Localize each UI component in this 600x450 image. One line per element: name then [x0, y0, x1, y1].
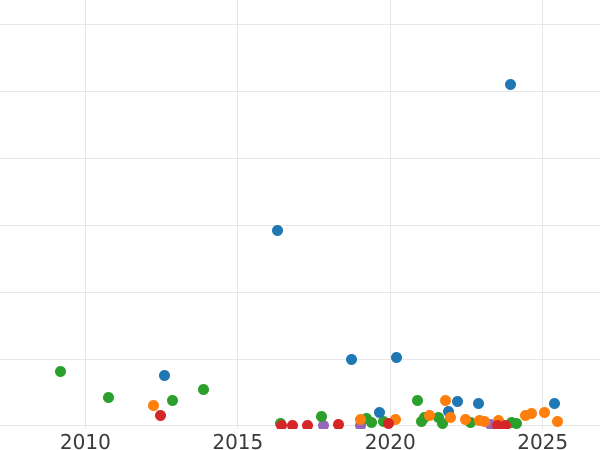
- data-point-orange: [526, 407, 538, 419]
- data-point-green: [167, 395, 179, 407]
- horizontal-gridline: [0, 91, 600, 93]
- horizontal-gridline: [0, 224, 600, 226]
- x-tick-label: 2015: [212, 430, 264, 450]
- data-point-green: [55, 365, 67, 377]
- data-point-green: [103, 391, 115, 403]
- data-point-blue: [159, 370, 171, 382]
- data-point-green: [464, 417, 476, 429]
- data-point-green: [366, 417, 378, 429]
- data-point-blue: [452, 395, 464, 407]
- data-point-blue: [504, 78, 516, 90]
- x-axis: 2010 2015 2020 2025: [0, 429, 600, 450]
- data-point-red: [275, 419, 287, 429]
- x-tick-label: 2025: [517, 430, 569, 450]
- vertical-gridline: [84, 0, 86, 429]
- horizontal-gridline: [0, 425, 600, 427]
- data-point-green: [436, 417, 448, 429]
- horizontal-gridline: [0, 358, 600, 360]
- data-point-orange: [444, 411, 456, 423]
- data-point-blue: [271, 225, 283, 237]
- x-tick-label: 2010: [59, 430, 111, 450]
- data-point-red: [332, 419, 344, 429]
- data-point-green: [412, 395, 424, 407]
- data-point-orange: [440, 395, 452, 407]
- data-point-red: [302, 419, 314, 429]
- data-point-blue: [374, 407, 386, 419]
- horizontal-gridline: [0, 157, 600, 159]
- data-point-blue: [391, 351, 403, 363]
- data-point-purple: [317, 419, 329, 429]
- horizontal-gridline: [0, 291, 600, 293]
- data-point-red: [499, 419, 511, 429]
- data-point-orange: [389, 413, 401, 425]
- data-point-green: [198, 384, 210, 396]
- vertical-gridline: [237, 0, 239, 429]
- data-point-orange: [479, 416, 491, 428]
- data-point-orange: [354, 413, 366, 425]
- data-point-blue: [472, 397, 484, 409]
- data-point-orange: [147, 399, 159, 411]
- data-point-orange: [424, 409, 436, 421]
- data-point-red: [286, 419, 298, 429]
- horizontal-gridline: [0, 24, 600, 26]
- data-point-orange: [460, 414, 472, 426]
- x-tick-label: 2020: [364, 430, 416, 450]
- data-point-orange: [520, 409, 532, 421]
- data-point-orange: [539, 407, 551, 419]
- data-point-green: [316, 411, 328, 423]
- data-point-red: [382, 417, 394, 429]
- data-point-purple: [485, 419, 497, 429]
- data-point-blue: [442, 405, 454, 417]
- data-point-blue: [346, 353, 358, 365]
- data-point-green: [511, 418, 523, 429]
- vertical-gridline: [542, 0, 544, 429]
- data-point-red: [491, 419, 503, 429]
- plot-area: [0, 0, 600, 429]
- data-point-blue: [548, 397, 560, 409]
- data-point-orange: [551, 415, 563, 427]
- vertical-gridline: [389, 0, 391, 429]
- data-point-red: [155, 410, 167, 422]
